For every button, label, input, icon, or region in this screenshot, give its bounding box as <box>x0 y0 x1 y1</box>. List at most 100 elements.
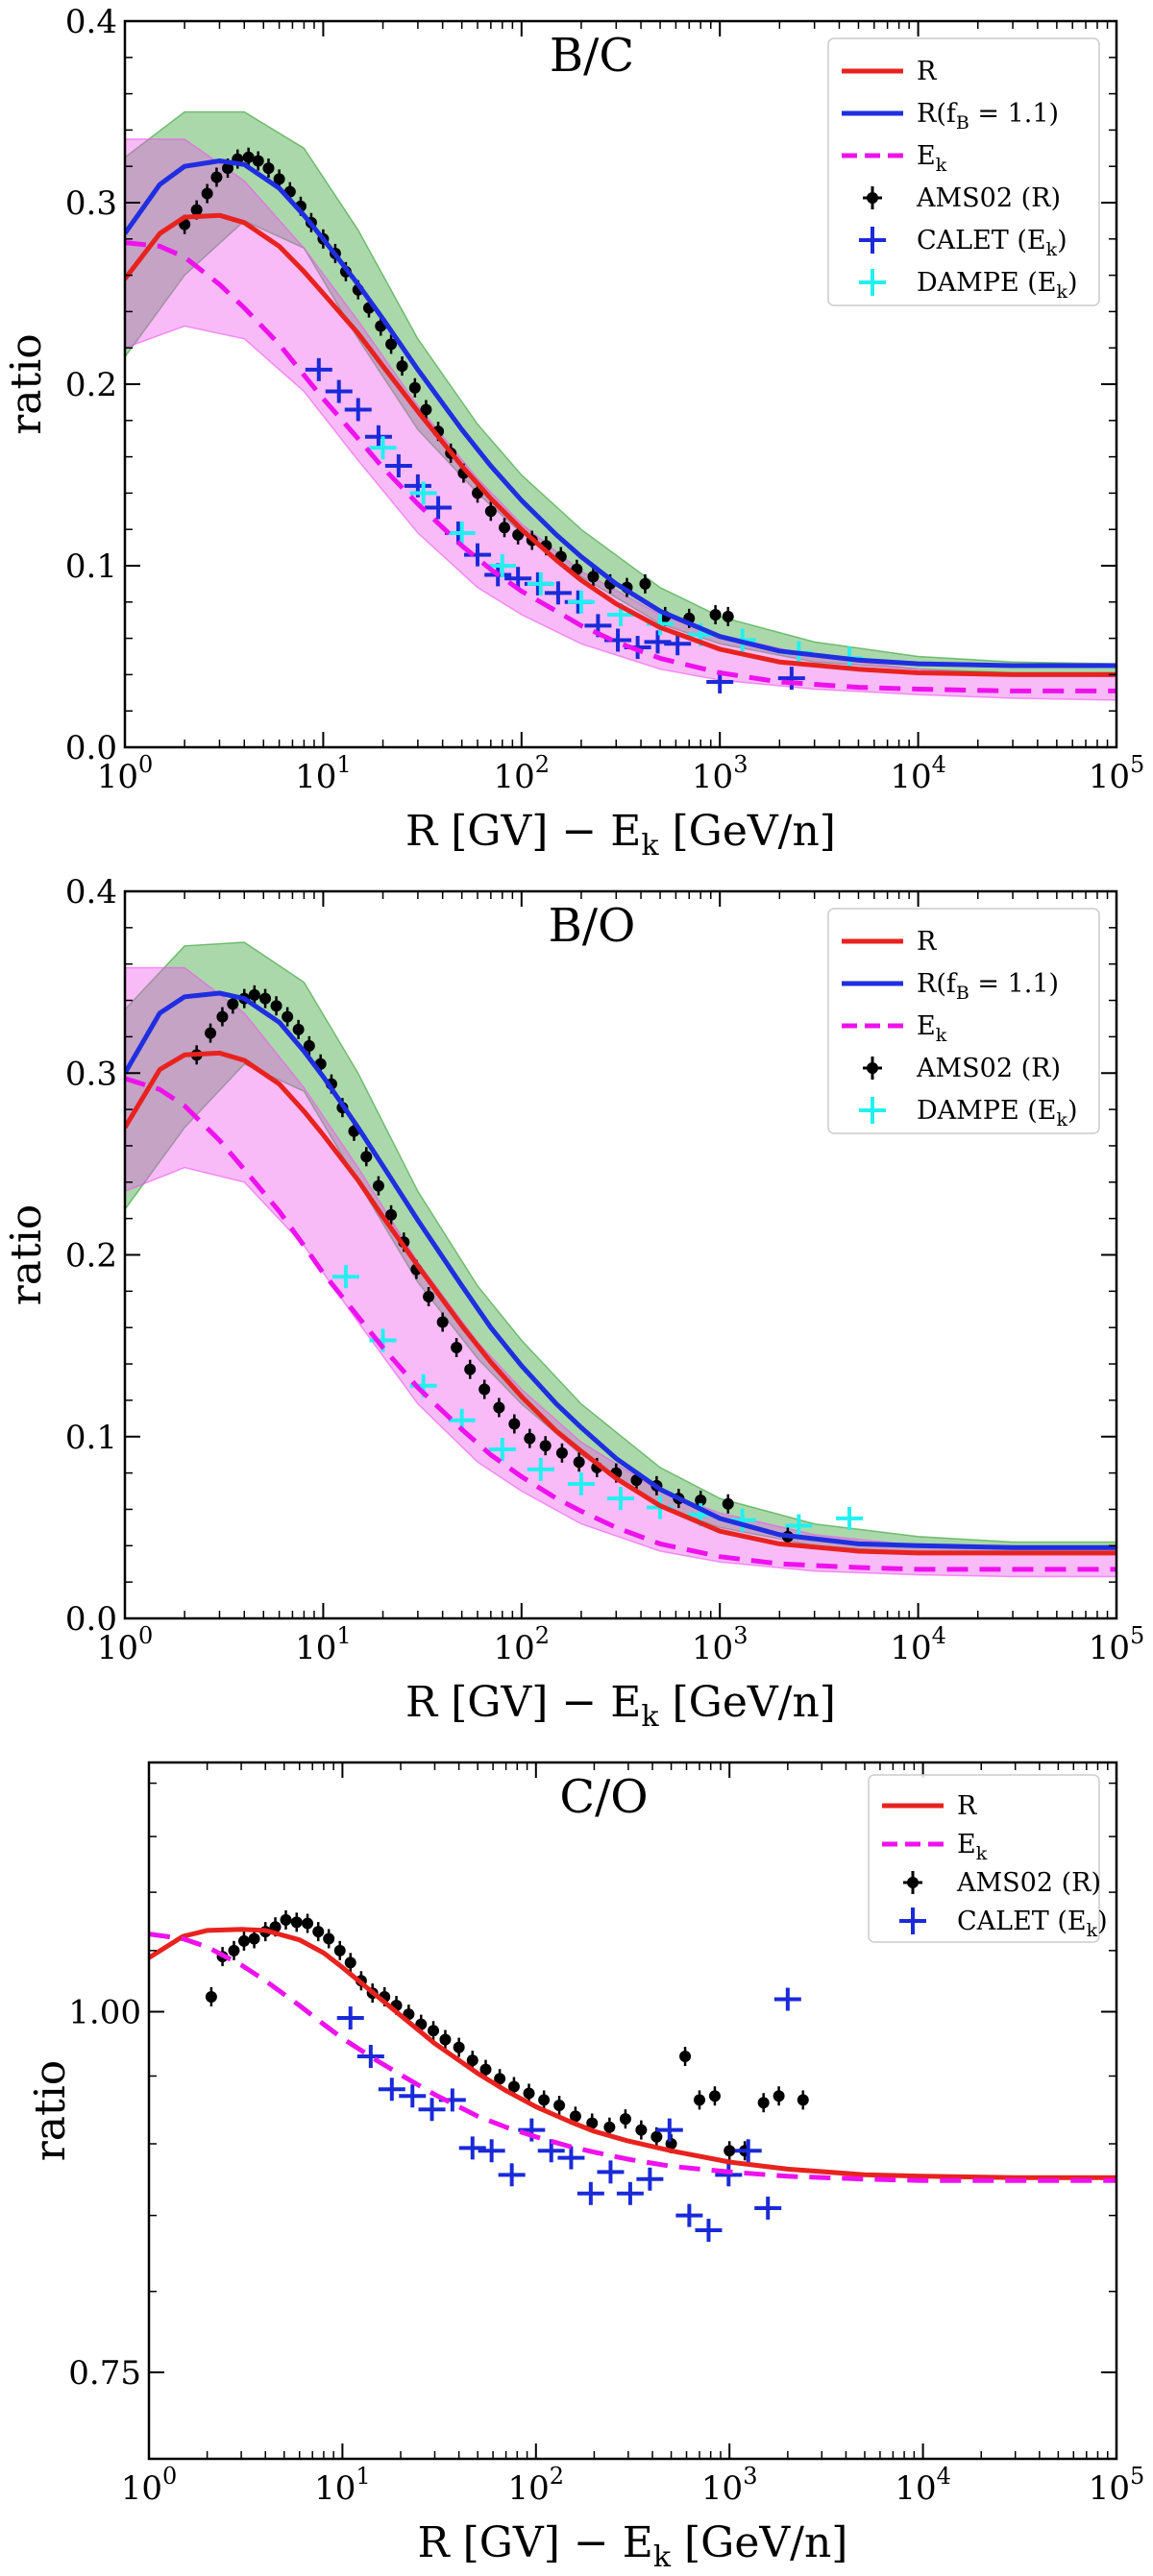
data-point <box>527 1457 554 1481</box>
data-point <box>210 167 223 187</box>
data-point <box>385 334 398 354</box>
data-point <box>675 2203 703 2227</box>
data-series-calet-e-k- <box>336 1987 801 2243</box>
legend-item: AMS02 (R) <box>903 1868 1101 1898</box>
data-point <box>356 2045 384 2069</box>
data-point <box>425 496 453 520</box>
data-point <box>478 2139 505 2163</box>
y-tick-label: 0.1 <box>65 547 117 586</box>
chart-panel-2: 100 101 102 103 104 105 0.0 0.1 0.2 0.3 0.4 ratio R … <box>2 873 1144 1734</box>
y-tick-label: 0.2 <box>65 1237 117 1276</box>
x-axis-label: R [GV] − Ek [GeV/n] <box>418 2518 848 2574</box>
data-point <box>290 1912 303 1932</box>
data-point <box>499 518 511 538</box>
y-tick-label: 0.0 <box>65 1600 117 1639</box>
data-point <box>323 1929 335 1949</box>
data-point <box>409 481 437 505</box>
y-tick-label: 0.3 <box>65 1055 117 1093</box>
legend: R R(fB = 1.1) Ek AMS02 (R) DAMPE (Ek) <box>827 908 1100 1134</box>
x-tick-label: 104 <box>890 1622 946 1667</box>
data-point <box>344 398 372 422</box>
x-axis-label: R [GV] − Ek [GeV/n] <box>405 1678 836 1734</box>
chart-panel-3: 100 101 102 103 104 105 0.75 1.00 ratio R [GV] − … <box>26 1761 1145 2574</box>
data-point <box>439 2029 452 2050</box>
y-tick-label: 0.3 <box>65 184 117 223</box>
legend-label: R <box>917 927 937 957</box>
model-curve-2 <box>125 990 1116 1550</box>
data-point <box>722 606 734 626</box>
legend-label: AMS02 (R) <box>956 1868 1101 1898</box>
data-point <box>836 1506 864 1530</box>
chart-title: B/C <box>550 29 634 83</box>
data-point <box>722 1494 734 1514</box>
model-curve-3 <box>125 240 1116 693</box>
data-point <box>369 436 397 460</box>
data-point <box>567 590 595 614</box>
data-series-ams02-r- <box>205 1909 809 2161</box>
chart-panel-1: 100 101 102 103 104 105 0.0 0.1 0.2 0.3 0.4 ratio R … <box>2 3 1144 863</box>
data-point <box>237 1931 250 1951</box>
data-point <box>228 1940 240 1960</box>
x-tick-label: 101 <box>314 2463 371 2508</box>
data-point <box>694 2090 706 2110</box>
x-tick-label: 102 <box>508 2463 565 2508</box>
y-axis: 0.0 0.1 0.2 0.3 0.4 <box>65 873 1116 1639</box>
data-point <box>302 1913 314 1933</box>
data-point <box>312 1922 325 1942</box>
x-tick-label: 100 <box>97 1622 154 1667</box>
legend-label: CALET (Ek) <box>957 1907 1108 1941</box>
legend-item: AMS02 (R) <box>863 183 1061 213</box>
legend: R Ek AMS02 (R) CALET (Ek) <box>868 1774 1108 1943</box>
data-point <box>553 2096 566 2116</box>
x-tick-label: 103 <box>692 1622 748 1667</box>
legend-label: R(fB = 1.1) <box>917 969 1059 1004</box>
data-point <box>754 2196 782 2220</box>
x-tick-label: 100 <box>97 751 154 796</box>
data-point <box>436 1312 449 1332</box>
data-point <box>488 554 516 577</box>
x-tick-label: 105 <box>1089 2463 1145 2508</box>
data-point <box>757 2093 770 2113</box>
data-point <box>259 988 272 1009</box>
legend-label: R <box>957 1791 977 1821</box>
data-point <box>448 521 476 545</box>
data-point <box>488 1437 516 1461</box>
data-point <box>597 2160 625 2184</box>
plot-area <box>125 110 1116 701</box>
legend-item: R <box>882 1791 977 1821</box>
data-point <box>636 2167 664 2191</box>
legend-item: Ek <box>882 1830 988 1864</box>
data-point <box>773 1987 801 2011</box>
data-point <box>606 1487 634 1511</box>
uncertainty-band-2 <box>125 138 1116 701</box>
model-curve-1 <box>125 1050 1116 1556</box>
x-axis: 100 101 102 103 104 105 <box>121 1762 1145 2508</box>
data-point <box>282 1007 294 1027</box>
data-point <box>270 996 282 1016</box>
legend-label: R(fB = 1.1) <box>917 99 1059 134</box>
data-point <box>458 2136 486 2160</box>
y-axis-label: ratio <box>2 333 51 435</box>
y-axis-label: ratio <box>2 1204 51 1306</box>
data-point <box>576 2181 604 2205</box>
data-point <box>336 2006 364 2030</box>
data-point <box>423 1287 435 1307</box>
data-point <box>557 2146 585 2170</box>
y-tick-label: 0.2 <box>65 366 117 404</box>
x-tick-label: 104 <box>890 751 946 796</box>
data-point <box>372 1176 384 1196</box>
data-point <box>464 543 492 567</box>
data-point <box>428 2021 440 2041</box>
plot-area <box>125 941 1116 1578</box>
legend-item: Ek <box>842 1011 947 1046</box>
x-axis-label: R [GV] − Ek [GeV/n] <box>405 807 836 863</box>
data-point <box>708 2086 721 2106</box>
data-point <box>464 1359 477 1379</box>
data-point <box>544 581 572 605</box>
legend-item: R <box>842 57 937 86</box>
data-point <box>639 573 651 594</box>
data-point <box>715 2163 743 2187</box>
y-tick-label: 0.75 <box>68 2354 141 2393</box>
data-point <box>325 379 353 403</box>
data-point <box>201 183 213 204</box>
